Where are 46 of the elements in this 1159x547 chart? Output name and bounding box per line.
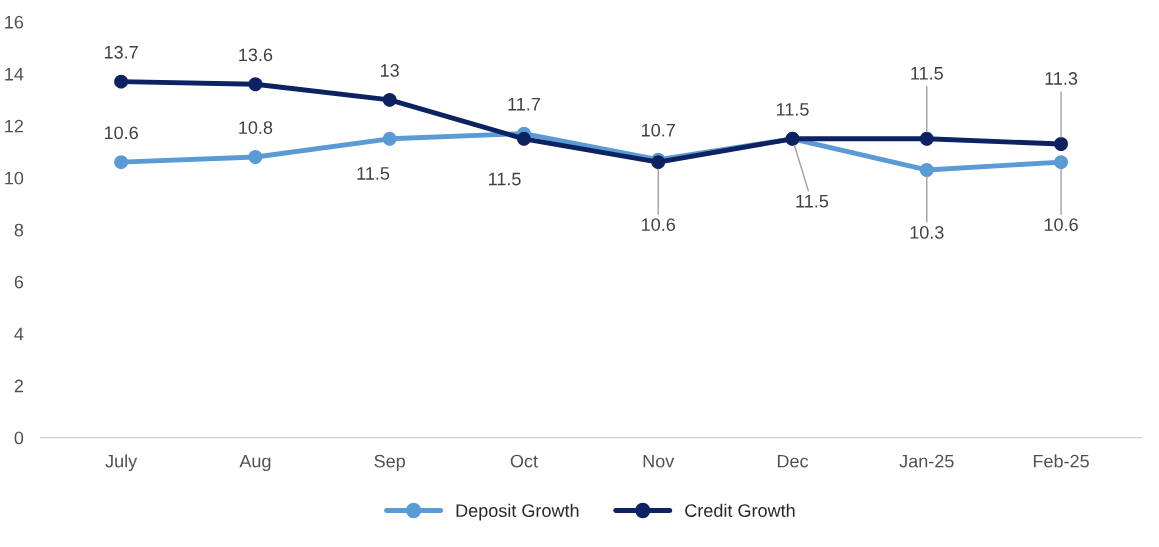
data-label: 10.3 (910, 226, 944, 239)
x-tick-label: Feb-25 (1033, 454, 1089, 468)
point (517, 131, 531, 146)
y-tick-label: 0 (14, 431, 24, 445)
y-tick-label: 4 (14, 327, 24, 341)
y-tick-label: 6 (14, 275, 24, 289)
x-tick-label: July (105, 454, 138, 472)
y-tick-label: 10 (5, 171, 24, 185)
x-tick-label: Nov (643, 454, 675, 468)
point (1054, 155, 1068, 170)
data-label: 10.7 (642, 123, 675, 137)
legend-label: Deposit Growth (456, 503, 579, 521)
point (919, 131, 934, 146)
data-label: 10.6 (642, 218, 676, 231)
point (919, 163, 934, 177)
data-label: 10.6 (1044, 218, 1078, 231)
x-tick-label: Sep (374, 454, 405, 472)
data-label: 11.7 (508, 97, 540, 111)
y-tick-label: 8 (14, 223, 24, 237)
data-label: 11.5 (357, 167, 390, 180)
y-tick-label: 12 (5, 119, 23, 133)
data-label: 10.6 (104, 126, 138, 140)
data-label: 10.8 (239, 121, 273, 134)
point (114, 74, 129, 89)
data-label: 13.6 (239, 48, 273, 62)
point (248, 150, 263, 164)
point (248, 77, 263, 92)
point (1054, 137, 1068, 151)
data-label: 11.5 (776, 103, 809, 116)
x-tick-label: Jan-25 (899, 454, 954, 468)
x-tick-label: Oct (510, 454, 538, 468)
y-tick-label: 14 (5, 67, 24, 81)
data-label: 13 (381, 64, 399, 77)
y-tick-label: 16 (5, 15, 24, 29)
point (382, 92, 397, 107)
y-tick-label: 2 (14, 379, 23, 393)
legend-label: Credit Growth (685, 503, 795, 517)
data-label: 11.5 (911, 67, 943, 80)
data-label: 13.7 (104, 45, 138, 59)
x-tick-label: Dec (777, 454, 809, 468)
point (382, 131, 397, 146)
point (114, 155, 129, 170)
data-label: 11.5 (796, 195, 829, 208)
data-label: 11.3 (1045, 72, 1078, 85)
data-label: 11.5 (488, 172, 521, 186)
x-tick-label: Aug (239, 454, 271, 472)
